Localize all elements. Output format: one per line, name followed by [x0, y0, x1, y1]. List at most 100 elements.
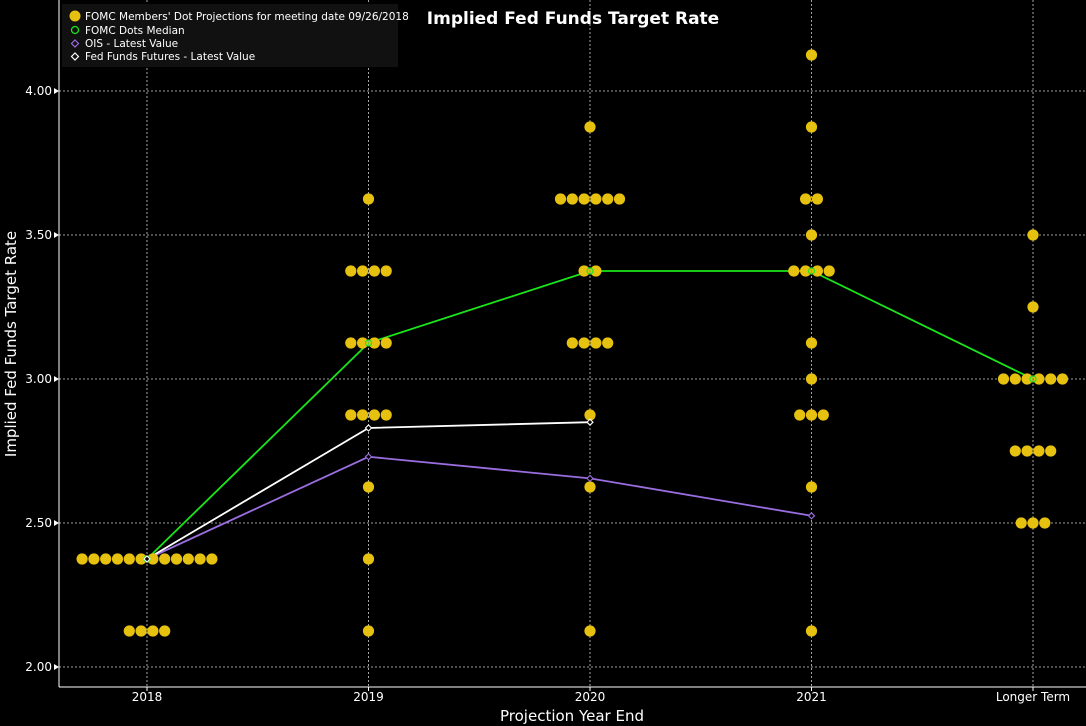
- legend-label-median: FOMC Dots Median: [85, 25, 185, 37]
- dot-projection: [159, 553, 171, 565]
- dot-projection: [590, 337, 602, 349]
- y-tick-mark: [54, 664, 59, 670]
- dot-projection: [805, 121, 818, 133]
- series-point-1: [586, 474, 594, 483]
- y-tick-label: 3.00: [25, 372, 52, 386]
- dot-projection: [578, 337, 590, 349]
- dot-projection: [194, 553, 206, 565]
- chart-title: Implied Fed Funds Target Rate: [427, 9, 719, 29]
- legend-background: [62, 4, 398, 67]
- dot-projection: [368, 409, 380, 421]
- legend-swatch-futures: [70, 52, 80, 61]
- dot-projection: [602, 193, 614, 205]
- dot-projection: [357, 337, 369, 349]
- dot-projection: [566, 193, 578, 205]
- dot-projection: [368, 337, 380, 349]
- x-tick-label: 2019: [353, 690, 384, 704]
- legend-swatch-median: [70, 25, 80, 35]
- dot-projection: [1009, 445, 1021, 457]
- series-point-1: [364, 452, 373, 461]
- dot-projection: [1009, 373, 1021, 385]
- dot-projection: [811, 193, 824, 205]
- dot-projection: [811, 265, 824, 277]
- dot-projection: [362, 553, 375, 565]
- legend-swatch-ois: [70, 39, 80, 48]
- x-tick-label: 2018: [132, 690, 163, 704]
- dot-projection: [362, 481, 375, 493]
- dot-projection: [584, 625, 596, 637]
- y-tick-label: 3.50: [25, 228, 52, 242]
- dot-projection: [805, 337, 818, 349]
- series-point-2: [143, 555, 151, 563]
- dot-projection: [147, 553, 159, 565]
- y-tick-label: 4.00: [25, 84, 52, 98]
- dot-projection: [566, 337, 578, 349]
- dot-projection: [357, 409, 369, 421]
- dot-projection: [1027, 301, 1039, 313]
- dot-projection: [76, 553, 88, 565]
- x-tick-labels: 2018 2019 2020 2021 Longer Term: [132, 687, 1070, 704]
- dot-projection: [788, 265, 800, 277]
- dot-projection: [345, 265, 357, 277]
- dot-projection: [805, 481, 818, 493]
- dot-projection: [805, 49, 818, 61]
- x-tick-label: 2021: [796, 690, 827, 704]
- dot-projection: [135, 625, 147, 637]
- dot-projection: [159, 625, 171, 637]
- legend-swatch-dots: [69, 10, 81, 22]
- dot-projection: [380, 409, 392, 421]
- dot-projection: [362, 625, 375, 637]
- y-tick-label: 2.50: [25, 516, 52, 530]
- series-point-0: [364, 339, 373, 347]
- grid-lines: [59, 0, 1086, 687]
- dot-projection: [1039, 517, 1051, 529]
- dot-projection: [135, 553, 147, 565]
- dot-projection: [823, 265, 835, 277]
- series-point-1: [807, 512, 816, 520]
- dot-projection: [1021, 373, 1033, 385]
- x-tick-label: 2020: [575, 690, 606, 704]
- legend-label-futures: Fed Funds Futures - Latest Value: [85, 51, 255, 63]
- dot-projection: [1033, 373, 1045, 385]
- dot-projection: [1027, 517, 1039, 529]
- dot-projection: [800, 265, 812, 277]
- dot-projection: [554, 193, 567, 205]
- dot-projections: [76, 49, 1069, 637]
- dot-projection: [88, 553, 100, 565]
- series-point-2: [364, 424, 373, 432]
- dot-projection: [578, 193, 590, 205]
- dot-projection: [1056, 373, 1069, 385]
- series-line-1: [146, 455, 812, 560]
- dot-projection: [800, 193, 812, 205]
- dot-projection: [584, 409, 596, 421]
- y-axis-label: Implied Fed Funds Target Rate: [2, 231, 20, 457]
- dot-projection: [345, 409, 357, 421]
- legend-label-ois: OIS - Latest Value: [85, 38, 178, 50]
- dot-projection: [1045, 373, 1057, 385]
- y-tick-label: 2.00: [25, 660, 52, 674]
- dot-projection: [345, 337, 357, 349]
- axes: [58, 0, 1086, 688]
- y-tick-labels: 2.00 2.50 3.00 3.50 4.00: [25, 84, 59, 674]
- y-tick-mark: [54, 232, 59, 238]
- dot-projection: [805, 409, 818, 421]
- x-tick-label: Longer Term: [996, 690, 1070, 704]
- dot-projection: [590, 193, 602, 205]
- legend: FOMC Members' Dot Projections for meetin…: [62, 4, 409, 67]
- dot-projection: [380, 337, 392, 349]
- series-line-0: [146, 270, 1034, 560]
- dot-projection: [805, 229, 818, 241]
- dot-projection: [1045, 445, 1057, 457]
- dot-projection: [1033, 445, 1045, 457]
- dot-projection: [1027, 229, 1039, 241]
- dot-projection: [147, 625, 159, 637]
- legend-label-dots: FOMC Members' Dot Projections for meetin…: [85, 11, 409, 23]
- x-axis-label: Projection Year End: [500, 707, 644, 725]
- y-tick-mark: [54, 376, 59, 382]
- y-tick-mark: [54, 88, 59, 94]
- dot-projection: [182, 553, 194, 565]
- series-markers: [143, 267, 1037, 563]
- dot-projection: [206, 553, 218, 565]
- dot-projection: [100, 553, 112, 565]
